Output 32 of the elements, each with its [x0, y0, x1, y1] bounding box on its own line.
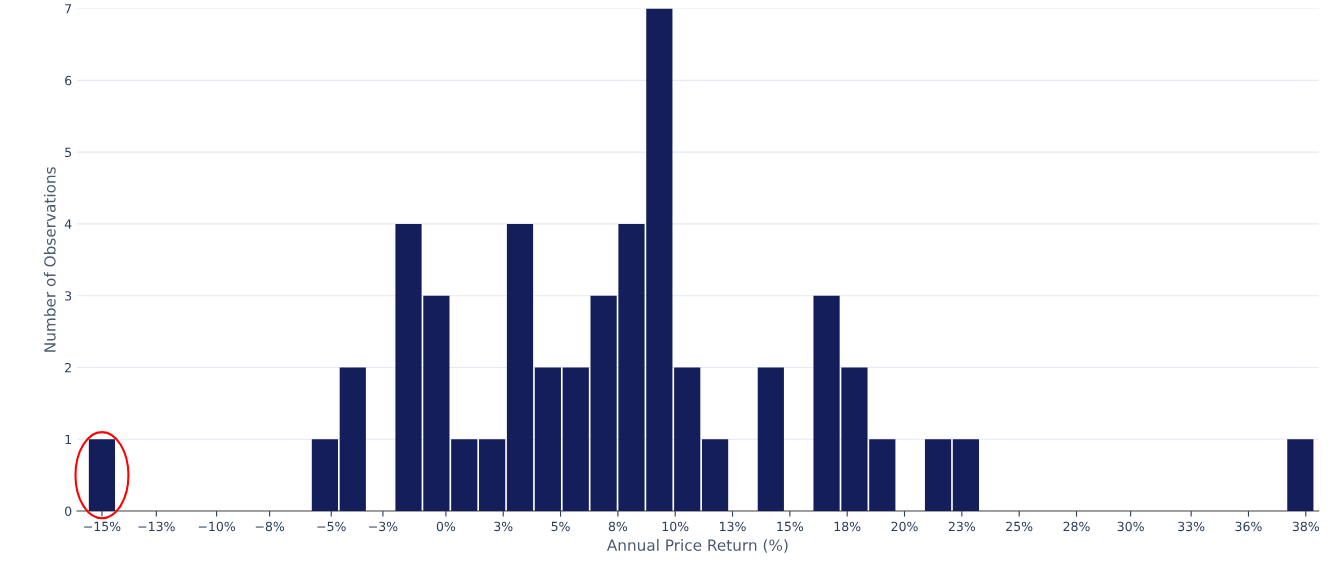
y-tick-label: 7: [65, 4, 72, 14]
x-tick-label: 20%: [891, 521, 918, 532]
x-tick-label: 25%: [1006, 521, 1033, 532]
y-tick-label: 3: [65, 291, 72, 301]
x-tick-label: −8%: [255, 521, 285, 532]
x-tick-label: 8%: [608, 521, 628, 532]
x-tick-label: 33%: [1178, 521, 1205, 532]
x-tick-label: 18%: [834, 521, 861, 532]
x-tick-label: 30%: [1117, 521, 1144, 532]
y-tick-label: 6: [65, 75, 72, 86]
x-axis-title: Annual Price Return (%): [606, 539, 788, 553]
x-tick-label: −15%: [84, 521, 121, 532]
x-tick-label: 23%: [948, 521, 976, 532]
y-tick-label: 2: [65, 362, 71, 373]
y-tick-label: 0: [65, 506, 72, 516]
x-tick-label: 10%: [662, 521, 689, 532]
x-tick-label: 0%: [436, 521, 456, 532]
x-tick-label: 36%: [1235, 521, 1262, 532]
y-tick-label: 5: [65, 147, 72, 158]
x-tick-label: 38%: [1292, 521, 1319, 532]
x-tick-label: −5%: [317, 521, 346, 532]
x-tick-label: 28%: [1063, 521, 1090, 532]
x-tick-label: 15%: [777, 521, 804, 532]
x-tick-label: 13%: [720, 521, 746, 532]
y-tick-label: 4: [64, 219, 72, 229]
x-tick-label: 5%: [551, 521, 570, 532]
x-tick-label: −10%: [198, 521, 236, 532]
y-tick-label: 1: [65, 434, 72, 445]
x-tick-label: −13%: [138, 521, 175, 532]
y-axis-title: Number of Observations: [43, 167, 56, 352]
x-tick-label: −3%: [369, 521, 398, 532]
x-tick-label: 3%: [494, 521, 513, 532]
